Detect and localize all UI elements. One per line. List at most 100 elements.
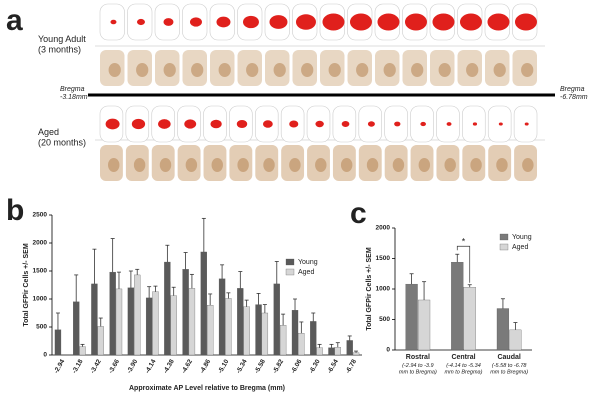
bar [218, 278, 226, 356]
lesion [472, 122, 478, 126]
significance-mark: * [462, 237, 466, 247]
y-tick-label: 2500 [33, 212, 48, 219]
lesion [295, 14, 316, 30]
x-tick-label: -6.30 [308, 358, 322, 375]
x-tick-label: -5.82 [272, 358, 286, 375]
x-tick-label: -5.10 [217, 358, 231, 375]
lesion [404, 13, 427, 31]
bar [310, 321, 317, 356]
bar [207, 305, 214, 356]
stain [356, 63, 369, 77]
stain [366, 158, 379, 172]
lesion [341, 121, 350, 127]
bar [79, 346, 86, 356]
y-axis-label: Total GFPir Cells +/- SEM [366, 247, 373, 330]
significance-bracket [456, 245, 471, 283]
stain [237, 158, 249, 172]
lesion [349, 13, 372, 31]
category-note: (-4.14 to -5.34 mm to Bregma) [445, 363, 483, 375]
bar [405, 283, 418, 351]
x-tick-label: Caudal [497, 354, 520, 361]
lesion [131, 118, 146, 130]
bar [54, 329, 62, 356]
bar [134, 274, 141, 356]
lesion [514, 13, 537, 31]
lesion [242, 15, 259, 29]
x-tick-label: -5.34 [235, 358, 249, 375]
legend-label: Young [298, 259, 318, 266]
lesion [163, 18, 174, 26]
bar [334, 347, 341, 356]
lesion [377, 13, 400, 31]
stain [315, 158, 327, 172]
y-tick-label: 0 [43, 352, 47, 359]
bar [200, 251, 207, 356]
bar [182, 269, 189, 356]
legend-label: Aged [512, 244, 528, 251]
stain [108, 63, 121, 77]
row-label: Young Adult (3 months) [38, 34, 86, 54]
y-tick-label: 0 [386, 347, 390, 354]
row-label: Aged (20 months) [38, 127, 86, 147]
stain [392, 158, 405, 172]
stain [470, 158, 482, 172]
stain [289, 158, 301, 172]
bar [170, 295, 177, 356]
bar [328, 347, 335, 356]
bar [164, 261, 171, 356]
bar [109, 271, 116, 356]
lesion [432, 13, 455, 31]
bar [225, 298, 232, 356]
panel-label: c [350, 197, 367, 230]
lesion [189, 17, 202, 27]
x-tick-label: -6.06 [290, 358, 304, 375]
bar [152, 291, 159, 356]
x-tick-label: -4.86 [199, 358, 213, 375]
x-tick-label: -4.38 [162, 358, 176, 375]
stain [418, 158, 431, 172]
bar [127, 287, 135, 356]
panel-label: b [6, 194, 24, 227]
y-tick-label: 2000 [33, 240, 48, 247]
x-tick-label: -4.62 [181, 358, 195, 375]
legend-swatch [285, 268, 295, 276]
lesion [420, 121, 426, 127]
lesion [110, 19, 117, 25]
stain [493, 63, 506, 77]
stain [263, 158, 275, 172]
stain [133, 158, 146, 172]
x-tick-label: -4.14 [144, 358, 158, 375]
bar [509, 329, 522, 351]
lesion [289, 120, 299, 128]
x-tick-label: -2.94 [53, 358, 67, 375]
bregma-label: Bregma -3.18mm [60, 86, 88, 101]
lesion [136, 18, 145, 26]
x-tick-label: -6.78 [345, 358, 359, 375]
lesion [315, 120, 324, 128]
bar [97, 326, 104, 356]
lesion [487, 13, 510, 31]
stain [163, 63, 176, 77]
stain [273, 63, 286, 77]
stain [411, 63, 424, 77]
bar [255, 304, 262, 356]
bar [188, 288, 196, 356]
y-axis-label: Total GFPir Cells +/- SEM [23, 243, 30, 326]
bar [261, 312, 269, 356]
stain [466, 63, 479, 77]
stain [340, 158, 353, 172]
stain [522, 158, 534, 172]
lesion [498, 122, 503, 126]
y-tick-label: 500 [36, 324, 47, 331]
lesion [459, 13, 482, 31]
x-tick-label: -5.58 [253, 358, 267, 375]
bar [352, 352, 360, 356]
bar [273, 283, 280, 356]
x-tick-label: Rostral [406, 354, 430, 361]
bar [298, 333, 305, 356]
stain [301, 63, 314, 77]
x-tick-label: -3.18 [71, 358, 85, 375]
legend-swatch [285, 258, 295, 266]
bar [145, 297, 153, 356]
